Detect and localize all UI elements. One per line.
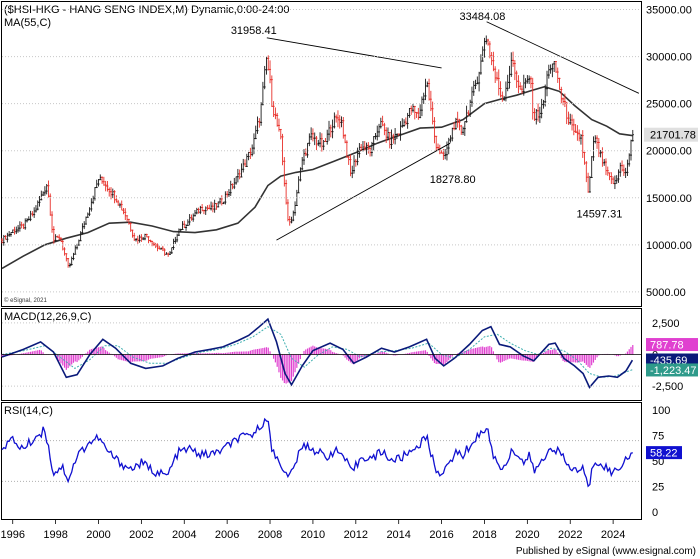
x-tick-label: 2018: [472, 529, 496, 541]
price-annotation: 18278.80: [430, 174, 476, 186]
macd-value-label: -1,223.47: [650, 365, 696, 377]
price-tick-label: 10000.00: [646, 240, 692, 252]
ma-label: MA(55,C): [4, 17, 51, 29]
rsi-value-label: 58.22: [650, 448, 678, 460]
trendlines: [266, 21, 640, 241]
price-annotations: 31958.41 33484.08 18278.80 14597.31: [231, 11, 623, 221]
x-tick-label: 2012: [344, 529, 368, 541]
rsi-pane-frame: [1, 402, 642, 520]
price-tick-label: 35000.00: [646, 5, 692, 17]
candlestick-series: [1, 35, 634, 268]
trendline: [486, 21, 640, 94]
rsi-series-line: [1, 417, 633, 488]
last-price-label: 21701.78: [650, 130, 696, 142]
macd-value-box: [646, 353, 698, 367]
price-pane-frame: [1, 1, 642, 307]
price-annotation: 14597.31: [576, 209, 622, 221]
x-tick-label: 2000: [86, 529, 110, 541]
trendline: [266, 37, 442, 69]
moving-average-line: [1, 85, 633, 270]
x-tick-label: 2016: [429, 529, 453, 541]
x-tick-label: 1998: [43, 529, 67, 541]
price-annotation: 31958.41: [231, 25, 277, 37]
rsi-line: [1, 417, 633, 488]
x-tick-label: 2020: [515, 529, 539, 541]
price-axis: 35000.00 30000.00 25000.00 20000.00 15000.00…: [2, 5, 698, 299]
rsi-title: RSI(14,C): [4, 405, 53, 417]
last-price-box: [644, 127, 698, 142]
price-annotation: 33484.08: [460, 11, 506, 23]
macd-value-box: [646, 363, 698, 377]
macd-value-label: 787.78: [650, 340, 684, 352]
x-tick-label: 2004: [172, 529, 196, 541]
trendline: [276, 142, 451, 241]
time-axis: 1996 1998 2000 2002 2004 2006 2008 2010 2012 2014…: [0, 520, 625, 541]
rsi-tick-label: 100: [652, 405, 670, 417]
macd-value-box: [646, 338, 698, 352]
published-by: Published by eSignal (www.esignal.com): [516, 546, 696, 557]
x-tick-label: 2008: [258, 529, 282, 541]
macd-tick-label: -2,500: [652, 381, 683, 393]
x-tick-label: 2024: [601, 529, 625, 541]
x-tick-label: 2006: [215, 529, 239, 541]
rsi-tick-label: 0: [652, 507, 658, 519]
price-tick-label: 15000.00: [646, 193, 692, 205]
price-tick-label: 20000.00: [646, 146, 692, 158]
rsi-tick-label: 25: [652, 482, 664, 494]
x-tick-label: 1996: [0, 529, 24, 541]
x-tick-label: 2010: [301, 529, 325, 541]
x-tick-label: 2002: [129, 529, 153, 541]
rsi-value-box: [646, 446, 682, 460]
x-tick-label: 2022: [558, 529, 582, 541]
ma-55-line: [1, 85, 633, 270]
macd-tick-label: 2,500: [652, 318, 680, 330]
price-tick-label: 25000.00: [646, 99, 692, 111]
rsi-tick-label: 75: [652, 431, 664, 443]
price-tick-label: 5000.00: [646, 287, 686, 299]
price-tick-label: 30000.00: [646, 52, 692, 64]
macd-title: MACD(12,26,9,C): [4, 311, 91, 323]
x-tick-label: 2014: [386, 529, 410, 541]
macd-line: [1, 317, 634, 389]
esignal-watermark: © eSignal, 2021: [4, 297, 47, 304]
